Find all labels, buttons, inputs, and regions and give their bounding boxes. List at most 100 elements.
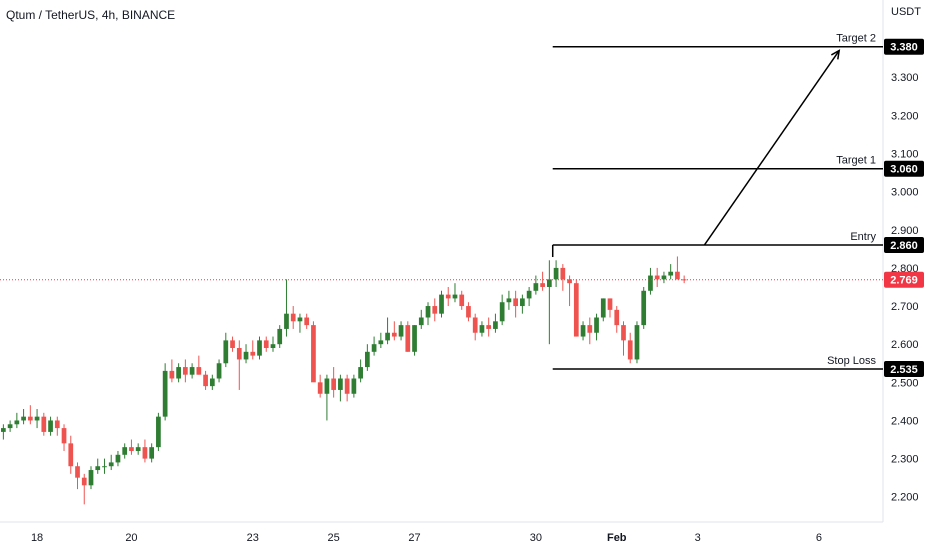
x-tick-label: 30 bbox=[530, 532, 542, 544]
candle-body bbox=[263, 340, 269, 348]
x-tick-label: 23 bbox=[247, 532, 259, 544]
candle-body bbox=[587, 325, 593, 333]
candle-body bbox=[223, 340, 229, 364]
x-tick-label: 25 bbox=[328, 532, 340, 544]
candle-body bbox=[668, 271, 674, 276]
candle-body bbox=[459, 294, 465, 307]
candle-body bbox=[371, 344, 377, 352]
y-tick-label: 3.100 bbox=[891, 148, 919, 160]
candle-body bbox=[675, 271, 680, 280]
candle-body bbox=[277, 328, 283, 345]
candle-body bbox=[189, 367, 195, 375]
x-tick-label: 6 bbox=[816, 532, 822, 544]
candle-body bbox=[183, 367, 188, 375]
y-tick-label: 3.000 bbox=[891, 187, 919, 199]
candle-body bbox=[594, 317, 599, 333]
level-price-tag bbox=[884, 360, 924, 377]
candle-body bbox=[600, 298, 606, 318]
candle-body bbox=[351, 378, 357, 394]
level-price-label: 3.060 bbox=[890, 164, 918, 176]
candle-body bbox=[95, 466, 101, 471]
candle-body bbox=[567, 279, 572, 284]
candle-body bbox=[479, 325, 485, 333]
candle-body bbox=[472, 317, 478, 333]
candle-body bbox=[533, 283, 539, 291]
x-tick-label: 3 bbox=[695, 532, 701, 544]
candle-body bbox=[358, 367, 363, 379]
candle-body bbox=[607, 298, 613, 310]
candle-body bbox=[142, 447, 148, 459]
candle-body bbox=[654, 275, 660, 280]
candle-body bbox=[466, 306, 471, 318]
candle-body bbox=[526, 290, 532, 299]
y-tick-label: 2.700 bbox=[891, 301, 919, 313]
candle-body bbox=[580, 325, 586, 337]
candle-body bbox=[405, 325, 411, 352]
candle-body bbox=[243, 351, 249, 360]
level-price-tag bbox=[884, 38, 924, 55]
candle-body bbox=[520, 298, 525, 307]
level-name: Stop Loss bbox=[827, 355, 876, 367]
candle-body bbox=[331, 378, 337, 390]
candle-body bbox=[290, 313, 296, 322]
candle-body bbox=[75, 466, 80, 478]
candle-body bbox=[661, 275, 667, 280]
candle-body bbox=[573, 283, 579, 337]
candle-body bbox=[61, 428, 67, 444]
candle-body bbox=[493, 321, 498, 329]
price-axis-unit: USDT bbox=[891, 6, 921, 18]
candle-body bbox=[641, 290, 647, 326]
candle-body bbox=[418, 317, 424, 326]
candle-body bbox=[338, 378, 343, 390]
level-price-tag bbox=[884, 237, 924, 254]
y-tick-label: 2.400 bbox=[891, 415, 919, 427]
projection-arrowhead bbox=[830, 49, 841, 60]
candle-body bbox=[445, 294, 451, 299]
level-name: Target 1 bbox=[836, 155, 876, 167]
y-tick-label: 3.200 bbox=[891, 110, 919, 122]
x-tick-label: 27 bbox=[408, 532, 420, 544]
candle-body bbox=[634, 325, 640, 360]
candle-body bbox=[54, 420, 60, 429]
projection-arrow bbox=[703, 50, 840, 246]
candle-body bbox=[486, 325, 492, 329]
level-name: Entry bbox=[850, 231, 876, 243]
candle-body bbox=[88, 470, 94, 486]
candle-body bbox=[546, 279, 552, 287]
candle-body bbox=[7, 424, 13, 429]
candle-body bbox=[48, 420, 53, 432]
candle-body bbox=[34, 416, 40, 421]
candle-body bbox=[230, 340, 235, 348]
candle-body bbox=[14, 420, 20, 425]
candle-body bbox=[129, 447, 134, 451]
candle-body bbox=[176, 367, 181, 379]
candle-body bbox=[627, 340, 633, 360]
candle-body bbox=[250, 351, 256, 356]
candle-body bbox=[378, 340, 384, 345]
y-tick-label: 2.500 bbox=[891, 377, 919, 389]
y-tick-label: 2.600 bbox=[891, 339, 919, 351]
candle-body bbox=[385, 332, 390, 341]
candle-body bbox=[324, 378, 330, 394]
candle-body bbox=[648, 275, 653, 291]
candle-body bbox=[216, 363, 222, 379]
candle-body bbox=[553, 267, 559, 280]
x-tick-label: 18 bbox=[31, 532, 43, 544]
candle-body bbox=[21, 416, 26, 421]
candle-body bbox=[425, 306, 431, 318]
candle-body bbox=[115, 454, 121, 463]
x-tick-label: Feb bbox=[607, 532, 627, 544]
y-tick-label: 3.300 bbox=[891, 72, 919, 84]
candle-body bbox=[506, 298, 512, 303]
candle-body bbox=[432, 306, 438, 314]
candle-body bbox=[169, 370, 175, 379]
candle-body bbox=[162, 370, 168, 417]
candle-body bbox=[81, 477, 87, 486]
candle-body bbox=[156, 416, 161, 448]
candle-body bbox=[398, 325, 404, 337]
candle-body bbox=[304, 317, 310, 326]
candle-body bbox=[41, 416, 47, 432]
level-price-tag bbox=[884, 160, 924, 177]
candle-body bbox=[621, 325, 626, 341]
